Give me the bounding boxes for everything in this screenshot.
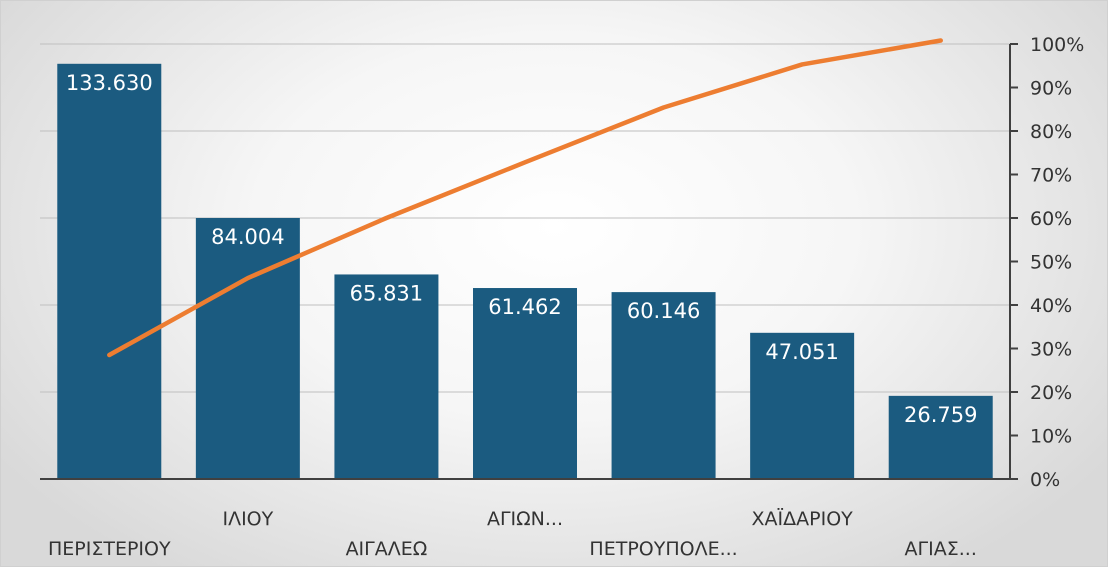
right-axis-tick-label: 60% [1030, 208, 1072, 230]
right-axis-tick-label: 10% [1030, 426, 1072, 448]
category-label: ΑΓΙΑΣ... [905, 538, 977, 560]
bar-value-label: 47.051 [765, 340, 838, 364]
right-axis-tick-label: 90% [1030, 78, 1072, 100]
right-axis-tick-label: 100% [1030, 34, 1084, 56]
bar [750, 332, 855, 479]
category-label: ΧΑΪΔΑΡΙΟΥ [752, 507, 854, 530]
cumulative-line [107, 38, 943, 358]
bar-value-label: 61.462 [488, 295, 561, 319]
category-label: ΙΛΙΟΥ [222, 508, 273, 530]
bar-value-label: 84.004 [211, 225, 284, 249]
right-axis-tick-label: 0% [1030, 469, 1060, 491]
right-axis-tick-label: 80% [1030, 121, 1072, 143]
right-axis-tick-label: 20% [1030, 382, 1072, 404]
bar [334, 274, 439, 479]
category-label: ΑΙΓΑΛΕΩ [346, 538, 428, 560]
bar-value-label: 60.146 [627, 299, 700, 323]
bar [473, 288, 577, 479]
right-axis-tick-label: 40% [1030, 295, 1072, 317]
category-label: ΠΕΤΡΟΥΠΟΛΕ... [589, 538, 737, 560]
right-axis-tick-label: 50% [1030, 252, 1072, 274]
bar [888, 395, 993, 479]
bar [195, 217, 300, 480]
bar-value-label: 65.831 [350, 281, 423, 305]
bar [611, 292, 716, 479]
category-label: ΠΕΡΙΣΤΕΡΙΟΥ [48, 538, 171, 560]
right-axis-tick-label: 30% [1030, 339, 1072, 361]
category-label: ΑΓΙΩΝ... [487, 508, 563, 530]
bar-value-label: 133.630 [66, 71, 153, 95]
right-axis-tick-label: 70% [1030, 165, 1072, 187]
bar-value-label: 26.759 [904, 403, 977, 427]
bar [57, 63, 162, 479]
